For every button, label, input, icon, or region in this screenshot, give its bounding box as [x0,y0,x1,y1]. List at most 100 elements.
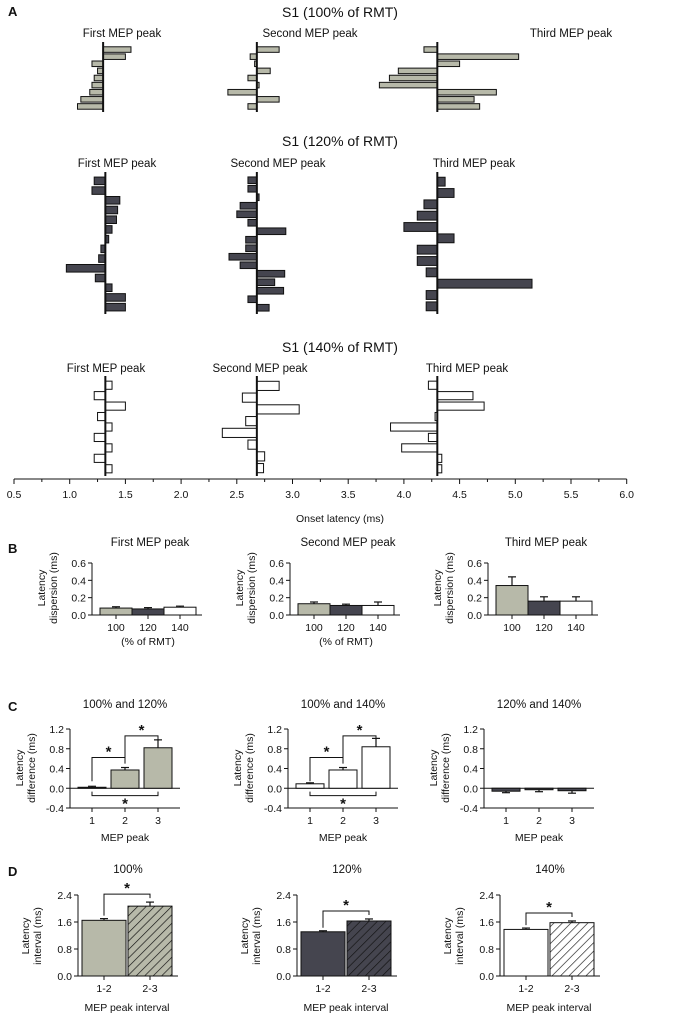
x-tick-label: 2.0 [174,489,189,501]
histogram-bar [80,96,104,103]
y-tick-label: 0.2 [71,593,86,605]
x-tick-label: 140 [171,622,189,634]
histogram-bar [436,53,520,60]
peak-label-2-2: Third MEP peak [426,363,508,375]
x-tick-label: 2 [122,815,128,827]
histogram-bar [256,286,285,295]
y-tick-label: 0.4 [71,575,86,587]
histogram-bar [104,464,113,474]
histogram-bar [93,74,104,82]
b-chart-title: Second MEP peak [300,537,395,549]
bar [143,747,173,789]
x-axis-label: Onset latency (ms) [296,513,384,525]
bar [559,600,593,616]
histogram-bar [245,416,258,427]
bar [295,783,325,789]
histogram-bar [98,254,106,263]
b-x-axis-label: (% of RMT) [319,636,373,648]
sig-star: * [340,796,346,813]
bar [99,607,133,616]
d-x-axis-label: MEP peak interval [84,1002,169,1014]
histogram-bar [65,263,106,273]
x-tick-label: 1 [307,815,313,827]
c-chart-title: 100% and 140% [301,699,385,711]
histogram-bar [436,88,497,96]
row-title-1: S1 (120% of RMT) [282,133,398,149]
y-tick-label: 0.6 [467,558,482,570]
y-axis-label: Latencydispersion (ms) [432,552,456,624]
histogram-bar [104,195,121,205]
histogram-bar [228,252,258,261]
histogram-bar [89,88,104,96]
histogram-bar [104,205,119,215]
c-chart-title: 120% and 140% [497,699,581,711]
histogram-bar [256,463,265,474]
bar [77,786,107,789]
x-tick-label: 3 [155,815,161,827]
panel-b: B First MEP peak 0.0 0.2 0.4 0.6 100 120 140 Lat… [8,537,598,648]
histogram-bar [93,453,106,463]
histogram-bar [436,401,485,411]
y-axis-label: Latencydifference (ms) [14,733,38,803]
bar [361,604,395,616]
y-tick-label: 0.8 [49,744,64,756]
peak-label-0-2: Third MEP peak [530,28,612,40]
x-tick-label: 140 [567,622,585,634]
y-tick-label: 2.4 [276,890,291,902]
bar [300,931,346,977]
d-chart-title: 140% [535,864,564,876]
histogram-bar [239,201,258,210]
bar [503,928,549,977]
panel-c: C 100% and 120% -0.4 0.0 0.4 0.8 1.2 1 2 3 Latenc… [8,699,594,844]
y-tick-label: 0.0 [479,971,494,983]
panel-a: A S1 (100% of RMT) First MEP peak Second M… [7,4,634,525]
b-chart-title: Third MEP peak [505,537,587,549]
bar [491,787,521,792]
sig-star: * [343,897,349,914]
peak-label-0-1: Second MEP peak [262,28,357,40]
histogram-bar [427,380,438,390]
d-x-axis-label: MEP peak interval [506,1002,591,1014]
x-tick-label: 2-3 [564,983,579,995]
histogram-bar [425,301,438,312]
sig-bracket [525,912,573,926]
histogram-bar [427,432,438,443]
histogram-bar [388,74,438,82]
row-title-2: S1 (140% of RMT) [282,339,398,355]
x-tick-label: 100 [305,622,323,634]
x-tick-label: 2.5 [229,489,244,501]
x-tick-label: 1-2 [518,983,533,995]
panel-d-letter: D [8,864,17,879]
x-tick-label: 2 [536,815,542,827]
y-tick-label: 0.6 [269,558,284,570]
y-tick-label: 1.6 [276,917,291,929]
histogram-bar [425,290,438,300]
y-tick-label: -0.4 [264,803,282,815]
y-axis-label: Latencyinterval (ms) [20,907,44,965]
d-chart-title: 100% [113,864,142,876]
x-tick-label: 5.5 [564,489,579,501]
y-tick-label: 0.4 [467,575,482,587]
sig-star: * [357,722,363,739]
sig-bracket [124,735,159,764]
histogram-bar [104,225,113,234]
y-tick-label: 1.2 [49,724,64,736]
sig-star: * [546,899,552,916]
y-tick-label: -0.4 [46,803,64,815]
histogram-bar [436,278,533,289]
bar [557,787,587,792]
y-tick-label: 0.4 [49,764,64,776]
x-tick-label: 5.0 [508,489,523,501]
x-tick-label: 6.0 [619,489,634,501]
histogram-bar [256,46,280,53]
y-tick-label: 0.4 [267,764,282,776]
histogram-bar [91,186,106,195]
y-tick-label: 0.8 [479,944,494,956]
histogram-bar [249,53,258,60]
histogram-bar [416,256,438,266]
y-tick-label: 0.2 [269,593,284,605]
c-chart-title: 100% and 120% [83,699,167,711]
y-tick-label: 0.0 [463,783,478,795]
histogram-bar [247,295,258,304]
